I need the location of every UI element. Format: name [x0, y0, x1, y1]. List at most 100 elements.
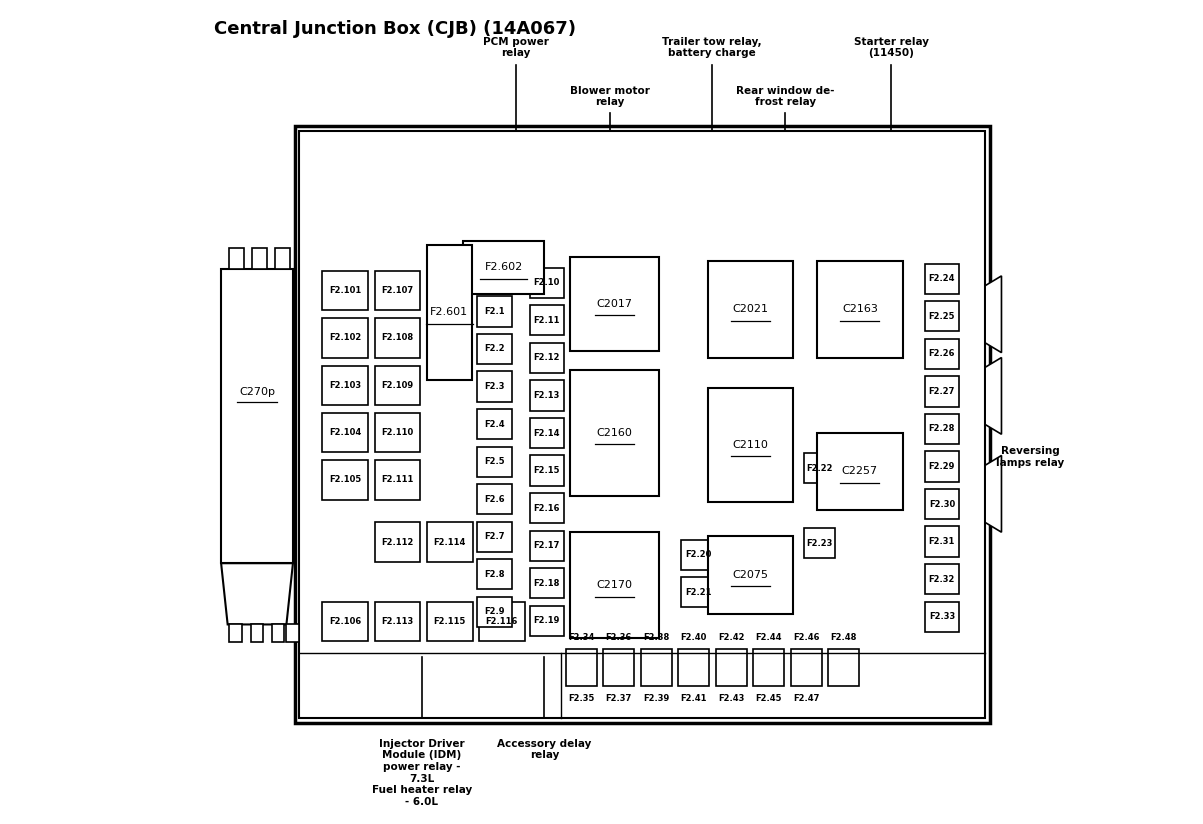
Bar: [230, 248, 244, 269]
Bar: [300, 131, 985, 719]
Text: F2.36: F2.36: [605, 634, 632, 643]
Text: F2.113: F2.113: [381, 616, 414, 625]
Text: F2.107: F2.107: [381, 286, 414, 295]
Text: F2.112: F2.112: [381, 537, 414, 546]
Bar: [707, 388, 793, 502]
Text: F2.4: F2.4: [485, 419, 505, 428]
Text: Rear window de-
frost relay: Rear window de- frost relay: [736, 86, 835, 107]
Text: F2.34: F2.34: [568, 634, 594, 643]
Bar: [322, 413, 368, 452]
Bar: [322, 271, 368, 310]
Bar: [925, 602, 959, 632]
Text: F2.110: F2.110: [381, 428, 414, 437]
Text: F2.21: F2.21: [686, 588, 712, 597]
Bar: [479, 602, 525, 641]
Text: F2.9: F2.9: [485, 607, 505, 616]
Bar: [925, 564, 959, 594]
Text: F2.29: F2.29: [929, 462, 955, 471]
Bar: [925, 339, 959, 369]
Text: C270p: C270p: [239, 386, 275, 397]
Bar: [221, 269, 294, 564]
Bar: [230, 625, 242, 643]
Text: F2.602: F2.602: [485, 262, 522, 272]
Text: F2.39: F2.39: [644, 694, 669, 703]
Text: Trailer tow relay,
battery charge: Trailer tow relay, battery charge: [662, 37, 761, 59]
Text: C2160: C2160: [597, 428, 633, 438]
Text: F2.2: F2.2: [485, 344, 505, 353]
Bar: [478, 559, 511, 589]
Text: F2.31: F2.31: [929, 537, 955, 546]
Text: C2017: C2017: [597, 299, 633, 309]
Text: F2.28: F2.28: [929, 424, 955, 433]
Text: F2.102: F2.102: [330, 334, 361, 343]
Bar: [374, 461, 420, 499]
Bar: [925, 527, 959, 557]
Bar: [817, 261, 902, 358]
Text: F2.15: F2.15: [534, 466, 561, 475]
Text: F2.22: F2.22: [806, 464, 832, 473]
Bar: [804, 528, 835, 559]
Bar: [478, 597, 511, 627]
Bar: [374, 318, 420, 358]
Bar: [478, 484, 511, 514]
Text: Reversing
lamps relay: Reversing lamps relay: [996, 447, 1063, 468]
Text: F2.45: F2.45: [755, 694, 782, 703]
Bar: [804, 453, 835, 483]
Text: F2.103: F2.103: [330, 381, 361, 390]
Text: C2110: C2110: [733, 440, 769, 450]
Bar: [478, 522, 511, 552]
Bar: [570, 370, 658, 496]
Bar: [250, 625, 262, 643]
Bar: [925, 377, 959, 406]
Text: F2.47: F2.47: [793, 694, 819, 703]
Bar: [529, 343, 564, 373]
Bar: [322, 602, 368, 641]
Bar: [817, 433, 902, 510]
Text: F2.114: F2.114: [433, 537, 466, 546]
Polygon shape: [221, 564, 294, 625]
Bar: [286, 625, 298, 643]
Text: F2.1: F2.1: [485, 307, 505, 316]
Bar: [925, 452, 959, 481]
Bar: [322, 318, 368, 358]
Text: PCM power
relay: PCM power relay: [482, 37, 549, 59]
Text: F2.101: F2.101: [330, 286, 361, 295]
Bar: [641, 649, 671, 686]
Bar: [529, 305, 564, 335]
Bar: [478, 372, 511, 401]
Bar: [678, 649, 710, 686]
Bar: [275, 248, 290, 269]
Text: F2.106: F2.106: [330, 616, 361, 625]
Text: F2.42: F2.42: [718, 634, 745, 643]
Bar: [529, 268, 564, 298]
Text: F2.26: F2.26: [929, 349, 955, 358]
Text: F2.115: F2.115: [433, 616, 466, 625]
Text: F2.104: F2.104: [330, 428, 361, 437]
Bar: [707, 536, 793, 614]
Text: Blower motor
relay: Blower motor relay: [570, 86, 650, 107]
Text: F2.5: F2.5: [485, 457, 505, 466]
Text: F2.109: F2.109: [381, 381, 414, 390]
Bar: [681, 577, 716, 607]
Text: F2.30: F2.30: [929, 499, 955, 508]
Bar: [478, 297, 511, 326]
Text: F2.19: F2.19: [534, 616, 561, 625]
Bar: [925, 302, 959, 331]
Text: F2.20: F2.20: [686, 550, 712, 559]
Bar: [529, 381, 564, 410]
Text: F2.41: F2.41: [681, 694, 707, 703]
Text: F2.17: F2.17: [534, 541, 561, 550]
Text: F2.37: F2.37: [605, 694, 632, 703]
Text: F2.11: F2.11: [534, 316, 561, 325]
Text: F2.43: F2.43: [718, 694, 745, 703]
Text: F2.601: F2.601: [431, 307, 468, 317]
Bar: [707, 261, 793, 358]
Bar: [529, 418, 564, 448]
Text: C2170: C2170: [597, 580, 633, 590]
Text: F2.13: F2.13: [534, 391, 561, 400]
Bar: [529, 568, 564, 598]
Bar: [374, 413, 420, 452]
Bar: [374, 522, 420, 562]
Bar: [427, 602, 473, 641]
Text: F2.25: F2.25: [929, 311, 955, 321]
